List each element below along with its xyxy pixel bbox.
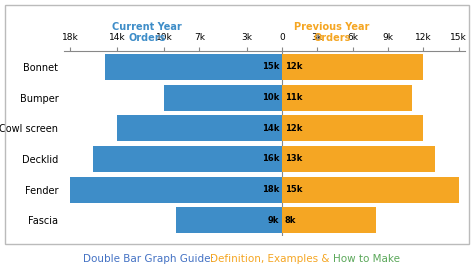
Bar [282, 85, 411, 111]
Text: 13k: 13k [285, 154, 302, 163]
Bar [176, 207, 282, 233]
Text: Definition, Examples &: Definition, Examples & [210, 254, 333, 264]
Bar [282, 146, 435, 172]
Text: Current Year
Orders: Current Year Orders [112, 22, 182, 43]
Bar [105, 54, 282, 80]
Bar [282, 177, 459, 203]
Text: Double Bar Graph Guide:: Double Bar Graph Guide: [83, 254, 218, 264]
Text: 12k: 12k [285, 124, 302, 133]
Text: 16k: 16k [262, 154, 279, 163]
Text: 10k: 10k [262, 93, 279, 102]
Text: 15k: 15k [262, 62, 279, 71]
Bar [70, 177, 282, 203]
Text: 12k: 12k [285, 62, 302, 71]
Bar [282, 207, 376, 233]
Text: How to Make: How to Make [333, 254, 400, 264]
Bar [282, 54, 423, 80]
Text: 11k: 11k [285, 93, 302, 102]
Bar [282, 115, 423, 141]
Text: 15k: 15k [285, 185, 302, 194]
Text: 14k: 14k [262, 124, 279, 133]
Bar [93, 146, 282, 172]
Text: 9k: 9k [268, 216, 279, 225]
Bar [164, 85, 282, 111]
Bar [117, 115, 282, 141]
Text: 8k: 8k [285, 216, 296, 225]
Text: Previous Year
Orders: Previous Year Orders [294, 22, 370, 43]
Text: 18k: 18k [262, 185, 279, 194]
